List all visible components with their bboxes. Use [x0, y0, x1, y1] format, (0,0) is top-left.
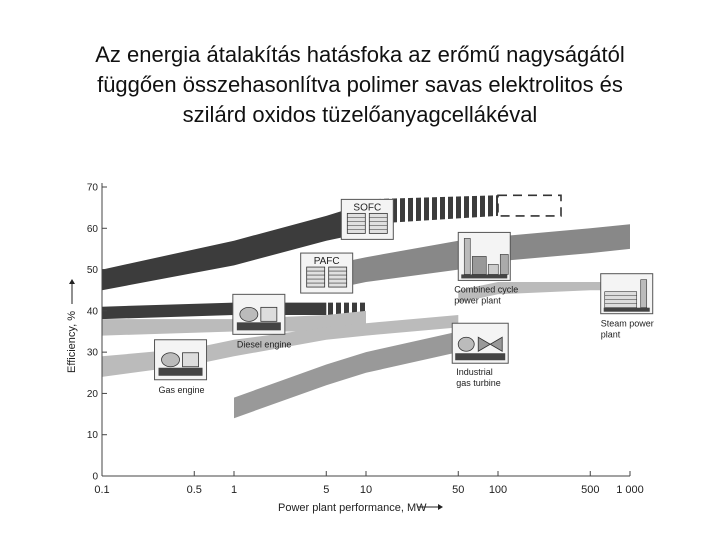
icon-label: gas turbine	[456, 378, 501, 388]
y-tick-label: 60	[87, 224, 99, 235]
engine-block	[260, 306, 278, 322]
icon-label: power plant	[454, 295, 501, 305]
plant-ground	[603, 307, 650, 312]
icon-label: Gas engine	[159, 385, 205, 395]
y-axis-arrowhead	[69, 279, 75, 284]
band-sofc-ext	[366, 195, 498, 225]
icon-label: Steam power	[601, 319, 654, 329]
x-tick-label: 10	[360, 484, 372, 496]
x-tick-label: 1	[231, 484, 237, 496]
y-tick-label: 20	[87, 389, 99, 400]
cell-stack-box	[328, 266, 348, 288]
engine-base	[158, 367, 203, 376]
y-tick-label: 0	[92, 472, 98, 483]
x-tick-label: 0.5	[187, 484, 202, 496]
turbine-base	[455, 353, 506, 361]
icon-diesel: Diesel engine	[232, 293, 292, 349]
y-tick-label: 40	[87, 306, 99, 317]
band-pafc-ext	[326, 302, 366, 315]
plant-stack	[640, 279, 648, 309]
icon-sofc: SOFC	[340, 198, 394, 240]
plant-stack	[463, 238, 471, 275]
slide-title: Az energia átalakítás hatásfoka az erőmű…	[20, 40, 700, 130]
cell-stack-box	[346, 212, 366, 234]
plant-tower	[499, 254, 509, 275]
x-axis-arrowhead	[438, 504, 443, 510]
engine-block	[182, 352, 199, 368]
engine-base	[236, 322, 281, 331]
band-sofc-proj	[497, 194, 562, 217]
icon-label: PAFC	[314, 256, 340, 267]
x-axis-title: Power plant performance, MW	[278, 502, 427, 514]
cell-stack-box	[368, 212, 388, 234]
x-tick-label: 100	[489, 484, 507, 496]
icon-label: Industrial	[456, 367, 493, 377]
y-tick-label: 50	[87, 265, 99, 276]
turbine-generator	[457, 336, 475, 352]
x-tick-label: 50	[452, 484, 464, 496]
band-gas-turbine	[234, 331, 459, 419]
icon-label: Combined cycle	[454, 284, 518, 294]
title-line-1: Az energia átalakítás hatásfoka az erőmű…	[95, 42, 625, 67]
y-axis-title: Efficiency, %	[66, 311, 78, 373]
plant-ground	[461, 274, 508, 279]
engine-drum	[161, 352, 180, 368]
x-tick-label: 5	[323, 484, 329, 496]
icon-gas-engine: Gas engine	[154, 339, 208, 395]
y-tick-label: 30	[87, 348, 99, 359]
title-line-2: függően összehasonlítva polimer savas el…	[97, 72, 623, 97]
y-tick-label: 10	[87, 430, 99, 441]
icon-label: plant	[601, 330, 621, 340]
y-tick-label: 70	[87, 183, 99, 194]
turbine-rotor	[477, 336, 503, 352]
x-tick-label: 1 000	[616, 484, 644, 496]
icon-label: SOFC	[353, 202, 381, 213]
title-line-3: szilárd oxidos tüzelőanyagcellákéval	[182, 102, 538, 127]
icon-pafc: PAFC	[300, 252, 354, 294]
plant-building	[471, 256, 487, 275]
x-tick-label: 0.1	[94, 484, 109, 496]
cell-stack-box	[306, 266, 326, 288]
icon-label: Diesel engine	[237, 339, 292, 349]
band-sofc	[102, 203, 366, 291]
plant-building	[487, 264, 499, 275]
engine-drum	[239, 306, 259, 322]
x-tick-label: 500	[581, 484, 599, 496]
band-steam	[458, 282, 630, 303]
